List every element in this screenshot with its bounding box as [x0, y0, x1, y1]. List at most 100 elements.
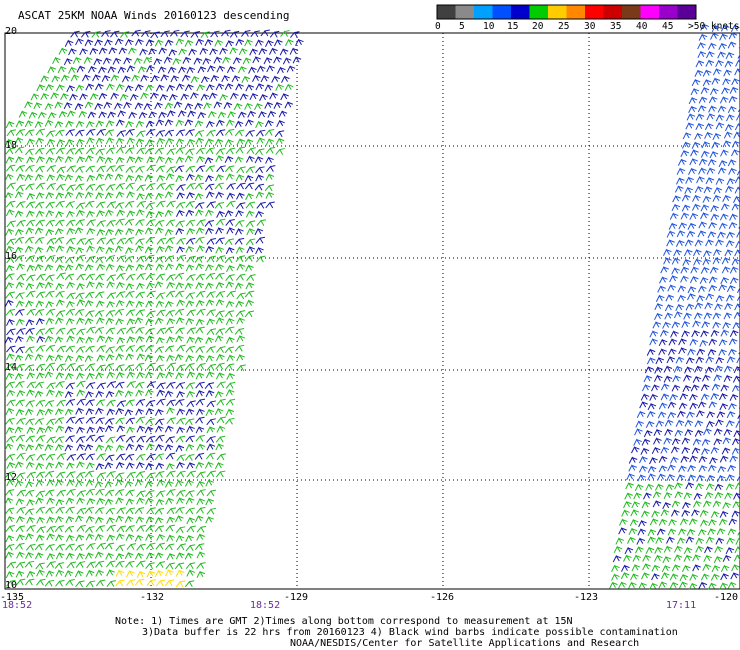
wind-barb — [255, 120, 264, 129]
wind-barb — [96, 155, 106, 163]
wind-barb — [155, 210, 164, 218]
wind-barb — [181, 74, 191, 82]
wind-barb — [154, 147, 165, 155]
wind-barb — [164, 255, 175, 263]
wind-barb — [716, 527, 726, 536]
wind-barb — [106, 281, 115, 289]
wind-barb — [676, 474, 686, 482]
wind-barb — [55, 506, 65, 514]
wind-barb — [155, 471, 165, 478]
wind-barb — [663, 491, 673, 500]
wind-barb — [107, 66, 117, 74]
wind-barb — [66, 147, 76, 155]
wind-barb — [126, 318, 136, 326]
wind-barb — [75, 407, 84, 415]
wind-barb — [647, 402, 657, 411]
wind-barb — [635, 420, 644, 428]
wind-barb — [701, 438, 711, 446]
wind-barb — [688, 518, 698, 526]
wind-barb — [694, 429, 704, 437]
wind-barb — [651, 564, 661, 572]
wind-barb — [205, 299, 215, 307]
wind-barb — [692, 320, 701, 328]
wind-barb — [195, 236, 205, 244]
wind-barb — [164, 425, 174, 433]
wind-barb — [104, 542, 115, 550]
wind-barb — [683, 546, 693, 555]
wind-barb — [682, 501, 691, 509]
wind-barb — [252, 56, 262, 64]
wind-barb — [175, 220, 185, 228]
colorbar-label-0: 0 — [435, 21, 441, 32]
wind-barb — [115, 497, 124, 505]
wind-barb — [671, 509, 680, 517]
wind-barb — [165, 480, 174, 488]
wind-barb — [35, 317, 45, 326]
wind-barb — [145, 202, 155, 210]
colorbar-label-30: 30 — [584, 21, 596, 32]
wind-barb — [186, 182, 196, 190]
wind-barb — [64, 408, 74, 416]
wind-barb — [662, 321, 671, 329]
wind-barb — [263, 56, 273, 65]
wind-barb — [700, 86, 710, 95]
wind-barb — [686, 113, 696, 121]
wind-barb — [75, 38, 84, 46]
wind-barb — [145, 138, 155, 147]
wind-barb — [166, 84, 175, 92]
wind-barb — [702, 69, 712, 77]
colorbar-segment — [603, 5, 623, 19]
wind-barb — [250, 30, 260, 38]
wind-barb — [45, 362, 56, 370]
wind-barb — [146, 281, 155, 290]
wind-barb — [265, 156, 274, 164]
wind-barb — [165, 290, 176, 298]
wind-barb — [85, 165, 95, 173]
wind-barb — [269, 92, 278, 100]
wind-barb — [725, 546, 735, 555]
wind-barb — [107, 111, 116, 119]
wind-barb — [667, 464, 676, 472]
wind-barb — [25, 400, 35, 407]
wind-barb — [155, 579, 166, 587]
wind-barb — [671, 321, 681, 329]
wind-barb — [180, 30, 190, 38]
wind-barb — [255, 82, 265, 91]
wind-barb — [186, 309, 196, 317]
wind-barb — [195, 326, 205, 334]
wind-barb — [136, 353, 146, 361]
wind-barb — [226, 372, 235, 380]
wind-barb — [225, 39, 234, 48]
wind-barb — [206, 318, 216, 326]
wind-barb — [731, 564, 740, 572]
wind-barb — [226, 336, 235, 344]
wind-barb — [225, 381, 236, 389]
wind-barb — [196, 219, 206, 227]
wind-barb — [177, 110, 187, 118]
wind-barb — [166, 317, 176, 326]
wind-barb — [74, 570, 84, 578]
wind-barb — [157, 66, 167, 74]
wind-barb — [115, 291, 126, 298]
wind-barb — [95, 83, 104, 91]
wind-barb — [667, 528, 677, 536]
wind-barb — [727, 159, 737, 167]
wind-barb — [679, 581, 688, 589]
wind-barb — [182, 56, 192, 64]
wind-barb — [86, 543, 96, 550]
wind-barb — [155, 263, 165, 271]
wind-barb — [185, 129, 195, 136]
wind-barb — [695, 545, 704, 553]
colorbar-segment — [455, 5, 475, 19]
wind-barb — [124, 390, 134, 398]
wind-barb — [236, 317, 245, 325]
wind-barb — [156, 389, 166, 397]
wind-barb — [5, 120, 15, 129]
wind-barb — [184, 580, 195, 588]
wind-barb — [215, 281, 225, 289]
wind-barb — [223, 101, 233, 109]
wind-barb — [719, 582, 729, 590]
wind-barb — [206, 470, 216, 478]
wind-barb — [34, 390, 44, 398]
wind-barb — [720, 564, 730, 573]
